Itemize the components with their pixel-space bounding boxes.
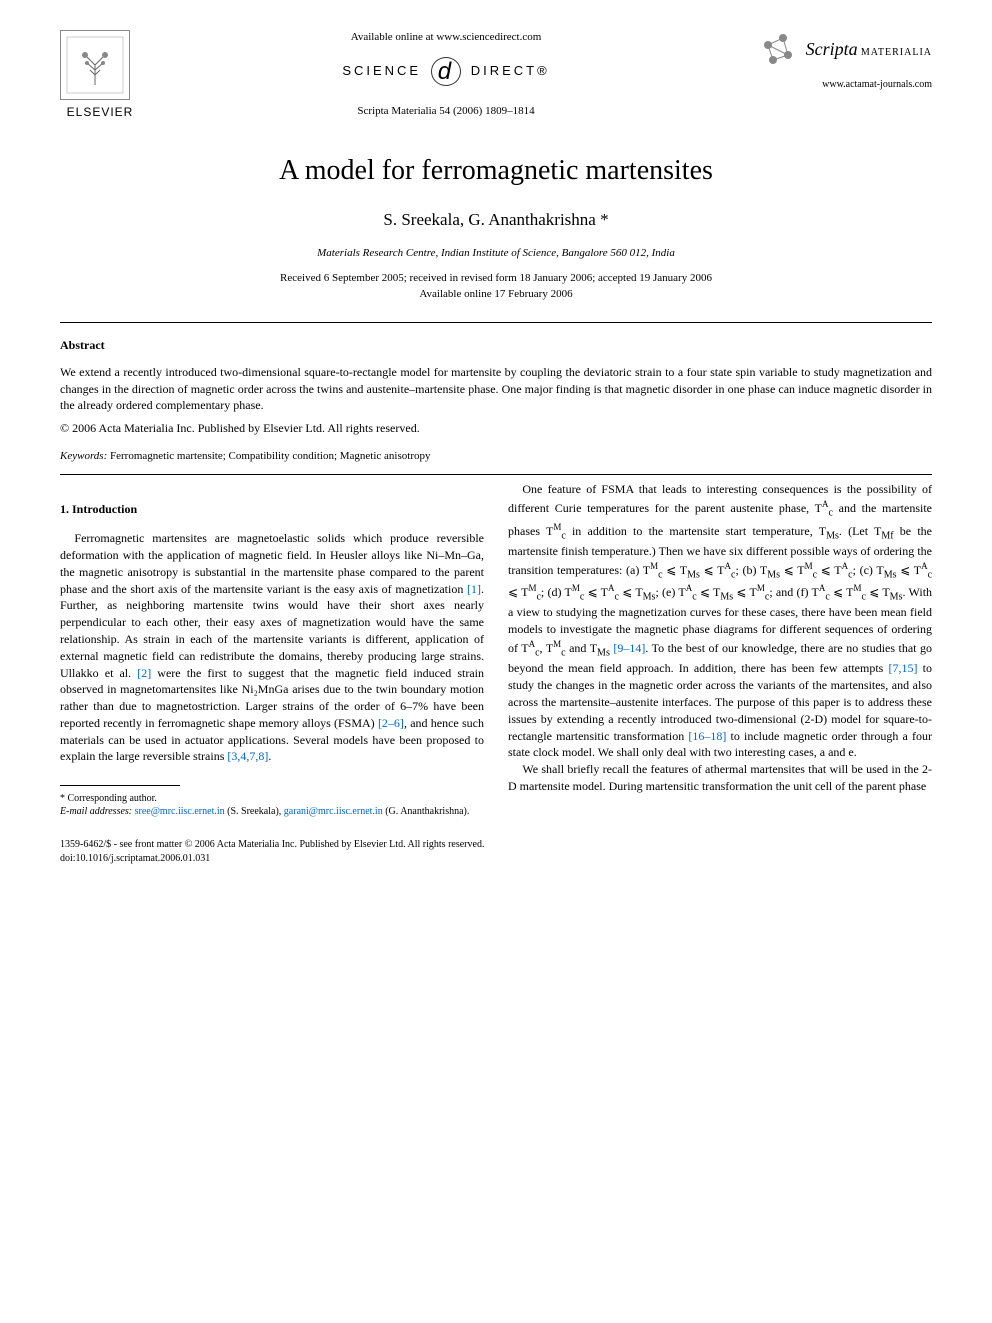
available-online-text: Available online at www.sciencedirect.co… — [160, 30, 732, 45]
dates-line1: Received 6 September 2005; received in r… — [280, 272, 712, 284]
intro-paragraph-3: We shall briefly recall the features of … — [508, 761, 932, 795]
keywords-label: Keywords: — [60, 450, 107, 462]
center-header: Available online at www.sciencedirect.co… — [140, 30, 752, 119]
corresponding-author: * Corresponding author. — [60, 792, 484, 805]
ref-link-1[interactable]: [1] — [467, 582, 481, 596]
at-symbol-icon: d — [431, 57, 461, 86]
intro-paragraph-2: One feature of FSMA that leads to intere… — [508, 481, 932, 761]
article-dates: Received 6 September 2005; received in r… — [60, 271, 932, 302]
journal-name-italic: Scripta — [806, 39, 858, 59]
divider — [60, 322, 932, 323]
publisher-logo: ELSEVIER — [60, 30, 140, 121]
journal-logo-block: Scripta MATERIALIA www.actamat-journals.… — [752, 30, 932, 92]
elsevier-tree-icon — [60, 30, 130, 100]
footer: 1359-6462/$ - see front matter © 2006 Ac… — [60, 838, 932, 866]
footer-doi: doi:10.1016/j.scriptamat.2006.01.031 — [60, 852, 932, 866]
section-1-heading: 1. Introduction — [60, 501, 484, 518]
dates-line2: Available online 17 February 2006 — [419, 288, 572, 300]
molecule-icon — [758, 30, 798, 70]
email-2[interactable]: garani@mrc.iisc.ernet.in — [284, 806, 383, 817]
email-label: E-mail addresses: — [60, 806, 132, 817]
direct-text: DIRECT® — [471, 64, 550, 79]
affiliation: Materials Research Centre, Indian Instit… — [60, 246, 932, 261]
ref-link-16-18[interactable]: [16–18] — [688, 729, 726, 743]
abstract-heading: Abstract — [60, 337, 932, 354]
article-title: A model for ferromagnetic martensites — [60, 151, 932, 190]
email-1[interactable]: sree@mrc.iisc.ernet.in — [135, 806, 225, 817]
footnote-block: * Corresponding author. E-mail addresses… — [60, 792, 484, 818]
journal-name-caps: MATERIALIA — [861, 47, 932, 58]
footnote-separator — [60, 785, 180, 786]
ref-link-9-14[interactable]: [9–14] — [613, 641, 645, 655]
keywords-text: Ferromagnetic martensite; Compatibility … — [107, 450, 430, 462]
ref-link-2-6[interactable]: [2–6] — [378, 716, 404, 730]
journal-title-box: Scripta MATERIALIA — [752, 30, 932, 70]
footer-line1: 1359-6462/$ - see front matter © 2006 Ac… — [60, 838, 932, 852]
divider — [60, 474, 932, 475]
science-direct-logo: SCIENCE d DIRECT® — [160, 55, 732, 89]
keywords-line: Keywords: Ferromagnetic martensite; Comp… — [60, 449, 932, 464]
science-text: SCIENCE — [342, 64, 421, 79]
ref-link-3478[interactable]: [3,4,7,8] — [227, 749, 268, 763]
body-columns: 1. Introduction Ferromagnetic martensite… — [60, 481, 932, 818]
intro-paragraph-1: Ferromagnetic martensites are magnetoela… — [60, 530, 484, 765]
authors: S. Sreekala, G. Ananthakrishna * — [60, 208, 932, 232]
journal-url[interactable]: www.actamat-journals.com — [752, 78, 932, 92]
ref-link-2[interactable]: [2] — [137, 666, 151, 680]
copyright-text: © 2006 Acta Materialia Inc. Published by… — [60, 420, 932, 437]
header-row: ELSEVIER Available online at www.science… — [60, 30, 932, 121]
abstract-text: We extend a recently introduced two-dime… — [60, 364, 932, 414]
publisher-name: ELSEVIER — [60, 104, 140, 121]
ref-link-7-15[interactable]: [7,15] — [889, 661, 918, 675]
citation-text: Scripta Materialia 54 (2006) 1809–1814 — [160, 104, 732, 119]
email-line: E-mail addresses: sree@mrc.iisc.ernet.in… — [60, 805, 484, 818]
